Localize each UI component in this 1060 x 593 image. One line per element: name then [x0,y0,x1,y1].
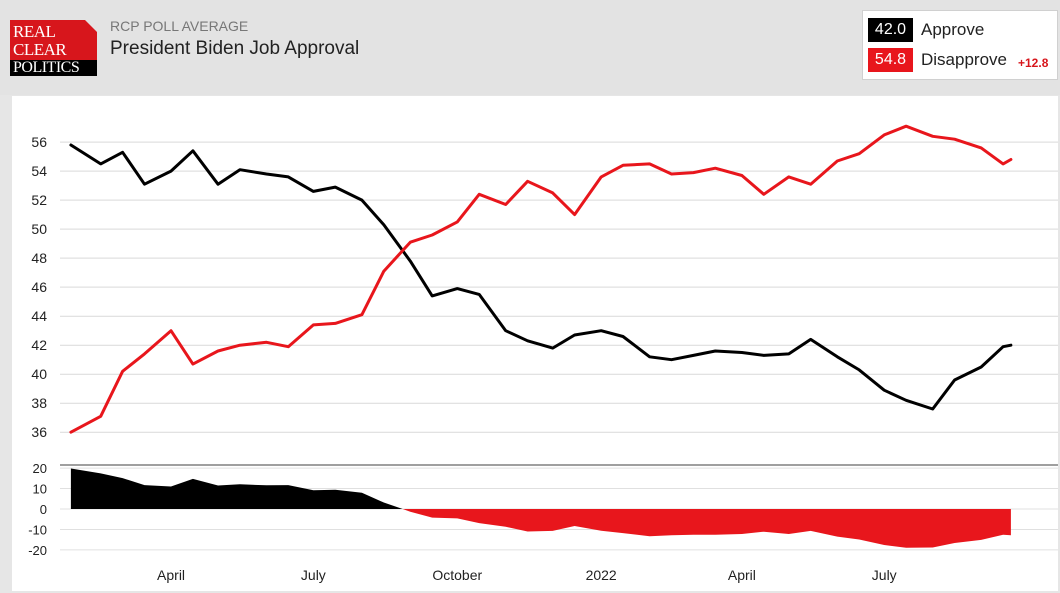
logo-line1: REAL [13,22,56,41]
y-tick-label: 56 [31,134,47,150]
y-tick-label: 54 [31,163,47,179]
y-tick-label: 36 [31,424,47,440]
spread-tick-label: 20 [33,461,47,476]
y-tick-label: 40 [31,366,47,382]
disapprove-label: Disapprove [921,50,1007,69]
spread-tick-label: -20 [28,543,47,558]
x-tick-label: 2022 [586,567,617,583]
y-tick-label: 38 [31,395,47,411]
chart-title: President Biden Job Approval [110,38,360,59]
x-tick-label: July [872,567,897,583]
x-tick-label: April [157,567,185,583]
series-line-approve [69,143,1013,411]
series-line-disapprove [69,124,1013,434]
chart-plot-area: 36 38 40 42 44 46 48 50 52 54 56 20 10 0 -10 -20 April Ju… [12,96,1058,591]
spread-tick-label: -10 [28,522,47,537]
disapprove-value-badge: 54.8 [868,48,913,72]
rcp-logo[interactable]: REAL CLEAR POLITICS [10,20,97,76]
spread-area-positive [70,468,1011,509]
approve-label: Approve [921,20,985,39]
y-tick-label: 44 [31,308,47,324]
spread-area-negative [70,509,1011,548]
x-tick-label: October [432,567,482,583]
chart-subtitle: RCP POLL AVERAGE [110,18,249,34]
y-tick-label: 50 [31,221,47,237]
y-tick-label: 46 [31,279,47,295]
approve-value-badge: 42.0 [868,18,913,42]
y-tick-label: 42 [31,337,47,353]
logo-red-band [10,20,97,60]
spread-value: +12.8 [1018,56,1049,70]
y-tick-label: 52 [31,192,47,208]
spread-tick-label: 0 [40,502,47,517]
spread-tick-label: 10 [33,482,47,497]
x-tick-label: July [301,567,326,583]
legend: 42.0 Approve 54.8 Disapprove +12.8 [862,10,1058,80]
y-tick-label: 48 [31,250,47,266]
logo-corner [85,20,97,32]
logo-line2: CLEAR [13,40,67,59]
header: REAL CLEAR POLITICS RCP POLL AVERAGE Pre… [0,0,1060,95]
logo-line3: POLITICS [13,59,80,76]
chart-svg: 36 38 40 42 44 46 48 50 52 54 56 20 10 0 -10 -20 April Ju… [28,124,1058,583]
x-tick-label: April [728,567,756,583]
